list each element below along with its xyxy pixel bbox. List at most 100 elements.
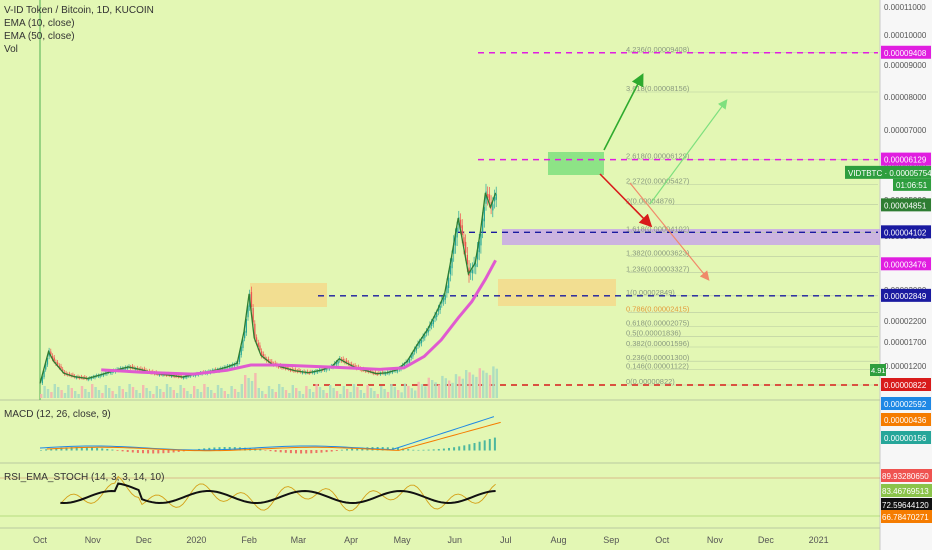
y-tick-label-4: 0.00007000 bbox=[884, 126, 927, 135]
rsi-tag-1: 83.46769513 bbox=[881, 484, 932, 497]
volume-bar bbox=[482, 370, 485, 398]
fib-label-12: 0.382(0.00001596) bbox=[626, 339, 690, 348]
volume-bar bbox=[410, 388, 413, 398]
candle-body bbox=[439, 305, 441, 310]
rsi-pane-label[interactable]: RSI_EMA_STOCH (14, 3, 3, 14, 10) bbox=[4, 472, 165, 483]
x-tick-label-7: May bbox=[394, 535, 412, 545]
candle-body bbox=[135, 368, 137, 370]
candle-body bbox=[252, 308, 254, 323]
candle-body bbox=[453, 243, 455, 254]
fib-label-13: 0.236(0.00001300) bbox=[626, 353, 690, 362]
candle-body bbox=[466, 254, 468, 265]
volume-bar bbox=[414, 390, 417, 398]
candle-body bbox=[397, 370, 399, 372]
candle-body bbox=[463, 237, 465, 247]
macd-histogram-bar bbox=[473, 443, 476, 451]
volume-bar bbox=[431, 380, 434, 398]
volume-bar bbox=[80, 386, 84, 398]
rsi-tag-3: 66.78470271 bbox=[881, 510, 932, 523]
volume-bar bbox=[114, 394, 118, 398]
macd-histogram-bar bbox=[320, 450, 323, 453]
candle-body bbox=[325, 369, 327, 371]
macd-histogram-bar bbox=[284, 450, 287, 453]
volume-bar bbox=[471, 374, 475, 398]
candle-body bbox=[317, 371, 319, 373]
volume-bar bbox=[393, 387, 396, 398]
macd-histogram-bar bbox=[75, 447, 78, 451]
volume-bar bbox=[142, 385, 145, 398]
candle-body bbox=[131, 366, 134, 368]
y-tick-label-2: 0.00009000 bbox=[884, 61, 927, 70]
price-tag-label: 0.00002849 bbox=[884, 292, 927, 301]
volume-bar bbox=[312, 392, 315, 398]
volume-bar bbox=[227, 394, 230, 398]
candle-body bbox=[102, 374, 105, 376]
volume-bar bbox=[162, 392, 165, 398]
volume-bar bbox=[135, 390, 138, 398]
indicator-ema10[interactable]: EMA (10, close) bbox=[4, 18, 75, 29]
candle-body bbox=[257, 342, 259, 347]
candle-body bbox=[50, 351, 52, 355]
macd-histogram-bar bbox=[488, 438, 491, 451]
candle-body bbox=[283, 366, 285, 368]
indicator-vol[interactable]: Vol bbox=[4, 44, 18, 55]
indicator-ema50[interactable]: EMA (50, close) bbox=[4, 31, 75, 42]
macd-histogram-bar bbox=[70, 447, 73, 451]
volume-bar bbox=[478, 368, 481, 398]
candle-body bbox=[354, 365, 356, 367]
volume-bar bbox=[172, 390, 175, 398]
macd-histogram-bar bbox=[85, 447, 88, 451]
candle-body bbox=[419, 341, 421, 345]
candle-body bbox=[228, 366, 230, 368]
macd-histogram-bar bbox=[203, 448, 206, 451]
macd-histogram-bar bbox=[448, 447, 450, 451]
candle-body bbox=[313, 372, 315, 374]
candle-body bbox=[495, 194, 497, 200]
candle-body bbox=[431, 322, 433, 326]
macd-histogram-bar bbox=[463, 445, 466, 451]
x-tick-label-3: 2020 bbox=[186, 535, 206, 545]
rsi-tag-bg bbox=[881, 498, 932, 511]
macd-histogram-bar bbox=[289, 450, 292, 454]
candle-body bbox=[385, 373, 387, 375]
x-tick-label-14: Dec bbox=[758, 535, 775, 545]
macd-histogram-bar bbox=[335, 450, 338, 451]
fib-label-3: 2.272(0.00005427) bbox=[626, 177, 690, 186]
volume-bar bbox=[206, 387, 209, 398]
rsi-stoch-line bbox=[60, 475, 496, 512]
volume-bar bbox=[257, 388, 260, 398]
candle-body bbox=[429, 324, 431, 328]
candle-body bbox=[41, 376, 43, 384]
x-tick-label-12: Oct bbox=[655, 535, 670, 545]
candle-body bbox=[373, 373, 375, 375]
price-tag-label: 0.00003476 bbox=[884, 260, 927, 269]
volume-bar bbox=[461, 378, 464, 398]
volume-bar bbox=[254, 373, 257, 398]
macd-signal-line bbox=[46, 421, 501, 452]
macd-pane-label[interactable]: MACD (12, 26, close, 9) bbox=[4, 409, 111, 420]
x-tick-label-9: Jul bbox=[500, 535, 512, 545]
candle-body bbox=[427, 329, 429, 333]
candle-body bbox=[57, 362, 59, 365]
macd-histogram-bar bbox=[397, 448, 399, 451]
candle-body bbox=[335, 362, 338, 365]
rsi-tag-label: 89.93280650 bbox=[882, 472, 929, 481]
volume-bar bbox=[223, 391, 226, 398]
candle-body bbox=[320, 370, 322, 372]
candle-body bbox=[408, 359, 411, 363]
candle-body bbox=[442, 297, 445, 302]
rsi-tag-bg bbox=[881, 469, 932, 482]
price-tag-bg bbox=[881, 152, 931, 166]
macd-tag-1: 0.00000436 bbox=[881, 413, 931, 426]
candle-body bbox=[407, 361, 409, 363]
x-tick-label-5: Mar bbox=[291, 535, 307, 545]
macd-histogram-bar bbox=[300, 450, 303, 454]
candle-body bbox=[361, 369, 363, 371]
macd-histogram-bar bbox=[427, 449, 430, 451]
volume-bar bbox=[485, 372, 488, 398]
candle-body bbox=[480, 233, 482, 246]
volume-bar bbox=[356, 387, 359, 398]
macd-tag-label: 0.00000436 bbox=[884, 416, 927, 425]
volume-bar bbox=[342, 386, 345, 398]
macd-histogram-bar bbox=[172, 450, 175, 453]
